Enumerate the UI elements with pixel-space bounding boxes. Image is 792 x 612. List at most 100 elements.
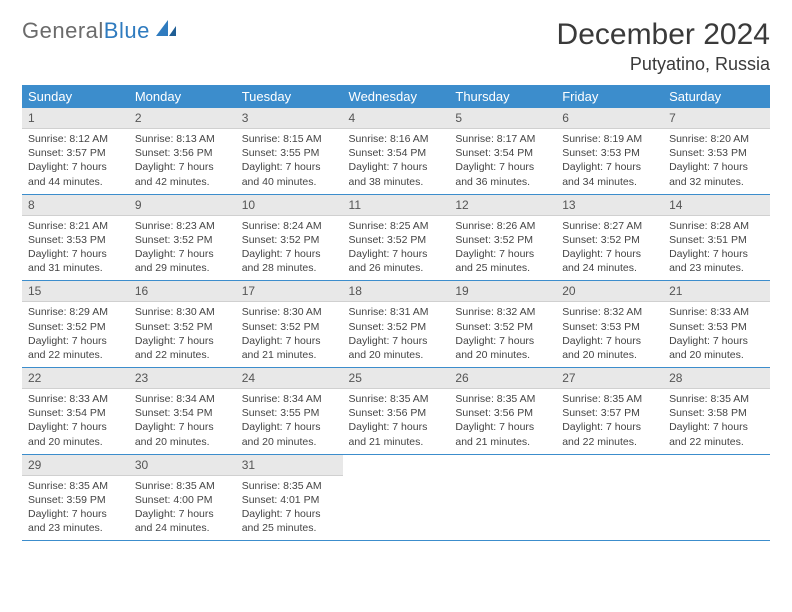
daylight-text: Daylight: 7 hours and 24 minutes. [562, 247, 657, 275]
calendar-day-cell: 16Sunrise: 8:30 AMSunset: 3:52 PMDayligh… [129, 281, 236, 368]
day-details: Sunrise: 8:35 AMSunset: 4:01 PMDaylight:… [236, 476, 343, 541]
sunset-text: Sunset: 3:52 PM [349, 320, 444, 334]
sunrise-text: Sunrise: 8:33 AM [28, 392, 123, 406]
day-number: 13 [556, 195, 663, 216]
calendar-day-cell: 12Sunrise: 8:26 AMSunset: 3:52 PMDayligh… [449, 194, 556, 281]
daylight-text: Daylight: 7 hours and 23 minutes. [669, 247, 764, 275]
sunrise-text: Sunrise: 8:35 AM [562, 392, 657, 406]
sunrise-text: Sunrise: 8:17 AM [455, 132, 550, 146]
daylight-text: Daylight: 7 hours and 21 minutes. [455, 420, 550, 448]
sunset-text: Sunset: 3:51 PM [669, 233, 764, 247]
logo-text-general: General [22, 18, 104, 43]
calendar-day-cell: 20Sunrise: 8:32 AMSunset: 3:53 PMDayligh… [556, 281, 663, 368]
weekday-header: Thursday [449, 85, 556, 108]
sunrise-text: Sunrise: 8:19 AM [562, 132, 657, 146]
logo: GeneralBlue [22, 18, 178, 44]
sunset-text: Sunset: 3:52 PM [135, 320, 230, 334]
day-number: 21 [663, 281, 770, 302]
day-number: 25 [343, 368, 450, 389]
daylight-text: Daylight: 7 hours and 21 minutes. [349, 420, 444, 448]
sunset-text: Sunset: 3:52 PM [242, 233, 337, 247]
title-block: December 2024 Putyatino, Russia [557, 18, 770, 75]
sunset-text: Sunset: 3:58 PM [669, 406, 764, 420]
daylight-text: Daylight: 7 hours and 23 minutes. [28, 507, 123, 535]
daylight-text: Daylight: 7 hours and 26 minutes. [349, 247, 444, 275]
sunset-text: Sunset: 3:53 PM [669, 146, 764, 160]
sunrise-text: Sunrise: 8:30 AM [242, 305, 337, 319]
day-number: 12 [449, 195, 556, 216]
logo-text-blue: Blue [104, 18, 150, 43]
day-details: Sunrise: 8:17 AMSunset: 3:54 PMDaylight:… [449, 129, 556, 194]
day-details: Sunrise: 8:20 AMSunset: 3:53 PMDaylight:… [663, 129, 770, 194]
weekday-header: Tuesday [236, 85, 343, 108]
calendar-day-cell: 18Sunrise: 8:31 AMSunset: 3:52 PMDayligh… [343, 281, 450, 368]
sunrise-text: Sunrise: 8:35 AM [349, 392, 444, 406]
sunrise-text: Sunrise: 8:15 AM [242, 132, 337, 146]
sunrise-text: Sunrise: 8:33 AM [669, 305, 764, 319]
daylight-text: Daylight: 7 hours and 29 minutes. [135, 247, 230, 275]
weekday-header-row: Sunday Monday Tuesday Wednesday Thursday… [22, 85, 770, 108]
calendar-day-cell: 15Sunrise: 8:29 AMSunset: 3:52 PMDayligh… [22, 281, 129, 368]
day-number: 2 [129, 108, 236, 129]
day-number: 30 [129, 455, 236, 476]
sunrise-text: Sunrise: 8:34 AM [242, 392, 337, 406]
weekday-header: Friday [556, 85, 663, 108]
day-details: Sunrise: 8:19 AMSunset: 3:53 PMDaylight:… [556, 129, 663, 194]
day-details: Sunrise: 8:30 AMSunset: 3:52 PMDaylight:… [236, 302, 343, 367]
day-details: Sunrise: 8:33 AMSunset: 3:53 PMDaylight:… [663, 302, 770, 367]
sunrise-text: Sunrise: 8:12 AM [28, 132, 123, 146]
sunrise-text: Sunrise: 8:35 AM [669, 392, 764, 406]
daylight-text: Daylight: 7 hours and 40 minutes. [242, 160, 337, 188]
sunrise-text: Sunrise: 8:35 AM [28, 479, 123, 493]
sunset-text: Sunset: 3:56 PM [349, 406, 444, 420]
day-number: 5 [449, 108, 556, 129]
calendar-day-cell: 24Sunrise: 8:34 AMSunset: 3:55 PMDayligh… [236, 368, 343, 455]
daylight-text: Daylight: 7 hours and 24 minutes. [135, 507, 230, 535]
calendar-week-row: 1Sunrise: 8:12 AMSunset: 3:57 PMDaylight… [22, 108, 770, 194]
daylight-text: Daylight: 7 hours and 32 minutes. [669, 160, 764, 188]
day-number: 27 [556, 368, 663, 389]
day-details: Sunrise: 8:35 AMSunset: 3:56 PMDaylight:… [449, 389, 556, 454]
daylight-text: Daylight: 7 hours and 31 minutes. [28, 247, 123, 275]
sunset-text: Sunset: 3:54 PM [135, 406, 230, 420]
daylight-text: Daylight: 7 hours and 20 minutes. [242, 420, 337, 448]
sunset-text: Sunset: 3:53 PM [28, 233, 123, 247]
daylight-text: Daylight: 7 hours and 28 minutes. [242, 247, 337, 275]
day-number: 9 [129, 195, 236, 216]
sunrise-text: Sunrise: 8:26 AM [455, 219, 550, 233]
calendar-day-cell: . [556, 454, 663, 541]
day-number: 18 [343, 281, 450, 302]
calendar-day-cell: 6Sunrise: 8:19 AMSunset: 3:53 PMDaylight… [556, 108, 663, 194]
sunset-text: Sunset: 3:52 PM [455, 233, 550, 247]
sunrise-text: Sunrise: 8:16 AM [349, 132, 444, 146]
day-details: Sunrise: 8:32 AMSunset: 3:53 PMDaylight:… [556, 302, 663, 367]
calendar-week-row: 29Sunrise: 8:35 AMSunset: 3:59 PMDayligh… [22, 454, 770, 541]
calendar-table: Sunday Monday Tuesday Wednesday Thursday… [22, 85, 770, 541]
sunrise-text: Sunrise: 8:34 AM [135, 392, 230, 406]
sunset-text: Sunset: 3:55 PM [242, 406, 337, 420]
calendar-day-cell: 29Sunrise: 8:35 AMSunset: 3:59 PMDayligh… [22, 454, 129, 541]
daylight-text: Daylight: 7 hours and 20 minutes. [562, 334, 657, 362]
calendar-day-cell: 3Sunrise: 8:15 AMSunset: 3:55 PMDaylight… [236, 108, 343, 194]
sunrise-text: Sunrise: 8:31 AM [349, 305, 444, 319]
day-number: 1 [22, 108, 129, 129]
day-number: 28 [663, 368, 770, 389]
sunset-text: Sunset: 3:52 PM [242, 320, 337, 334]
calendar-day-cell: 19Sunrise: 8:32 AMSunset: 3:52 PMDayligh… [449, 281, 556, 368]
sunset-text: Sunset: 3:52 PM [455, 320, 550, 334]
day-details: Sunrise: 8:34 AMSunset: 3:55 PMDaylight:… [236, 389, 343, 454]
day-details: Sunrise: 8:32 AMSunset: 3:52 PMDaylight:… [449, 302, 556, 367]
sunset-text: Sunset: 3:55 PM [242, 146, 337, 160]
calendar-day-cell: . [663, 454, 770, 541]
sunrise-text: Sunrise: 8:35 AM [455, 392, 550, 406]
day-number: 10 [236, 195, 343, 216]
calendar-day-cell: 21Sunrise: 8:33 AMSunset: 3:53 PMDayligh… [663, 281, 770, 368]
calendar-day-cell: 2Sunrise: 8:13 AMSunset: 3:56 PMDaylight… [129, 108, 236, 194]
day-details: Sunrise: 8:12 AMSunset: 3:57 PMDaylight:… [22, 129, 129, 194]
day-details: Sunrise: 8:35 AMSunset: 3:59 PMDaylight:… [22, 476, 129, 541]
day-number: 23 [129, 368, 236, 389]
sunset-text: Sunset: 3:54 PM [455, 146, 550, 160]
sunset-text: Sunset: 3:53 PM [562, 320, 657, 334]
daylight-text: Daylight: 7 hours and 22 minutes. [28, 334, 123, 362]
daylight-text: Daylight: 7 hours and 44 minutes. [28, 160, 123, 188]
